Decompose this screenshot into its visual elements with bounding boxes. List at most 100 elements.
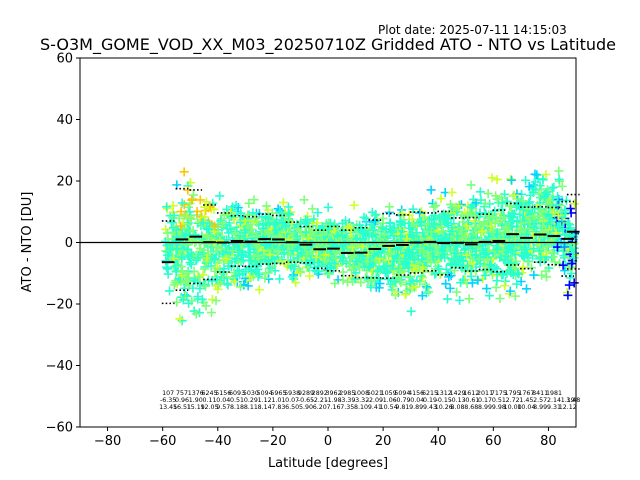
data-point xyxy=(476,195,486,205)
data-point xyxy=(380,267,390,277)
data-point xyxy=(215,191,225,201)
bin-mean-label: 0.29 xyxy=(244,397,258,404)
data-point xyxy=(273,247,283,257)
data-point xyxy=(411,282,421,292)
data-point xyxy=(307,204,317,214)
data-point xyxy=(337,257,347,267)
bin-sd-label: 6.50 xyxy=(285,404,299,411)
data-point xyxy=(452,287,462,297)
data-point xyxy=(486,221,496,231)
data-point xyxy=(554,174,564,184)
data-point xyxy=(530,169,540,179)
data-point xyxy=(444,272,454,282)
data-point xyxy=(304,223,314,233)
data-point xyxy=(445,283,455,293)
y-tick-label: 0 xyxy=(65,236,73,251)
data-point xyxy=(434,213,444,223)
data-point xyxy=(379,262,389,272)
data-point xyxy=(264,229,274,239)
data-point xyxy=(323,202,333,212)
data-point xyxy=(225,247,235,257)
data-point xyxy=(395,265,405,275)
data-point xyxy=(334,237,344,247)
data-point xyxy=(245,255,255,265)
data-point xyxy=(162,228,172,238)
bin-mean-label: 1.12 xyxy=(258,397,272,404)
y-tick-label: 40 xyxy=(56,113,73,128)
bin-sd-label: 12.05 xyxy=(200,404,218,411)
data-point xyxy=(198,218,208,228)
data-point xyxy=(415,218,425,227)
data-point xyxy=(201,281,211,291)
data-point xyxy=(530,211,540,221)
data-point xyxy=(278,197,288,207)
data-point xyxy=(384,202,394,212)
data-point xyxy=(518,196,528,206)
data-point xyxy=(492,276,502,286)
data-point xyxy=(284,209,294,219)
data-point xyxy=(270,266,280,276)
x-tick-label: 20 xyxy=(375,434,392,449)
bin-mean-label: -0.13 xyxy=(449,397,465,404)
data-point xyxy=(216,216,226,226)
data-point xyxy=(530,231,540,241)
data-point xyxy=(457,225,467,235)
y-tick-label: −20 xyxy=(46,298,73,313)
bin-count-label: 1312 xyxy=(436,390,452,397)
data-point xyxy=(281,259,291,269)
data-point xyxy=(497,192,507,202)
bin-mean-label: -2.21 xyxy=(312,397,328,404)
data-point xyxy=(177,266,187,276)
scatter-points xyxy=(160,166,579,326)
bin-sd-label: 15.19 xyxy=(187,404,205,411)
data-point xyxy=(395,255,405,265)
data-point xyxy=(177,316,187,326)
data-point xyxy=(341,239,351,249)
data-point xyxy=(529,270,539,280)
bin-count-label: 2892 xyxy=(312,390,328,397)
data-point xyxy=(219,264,229,274)
data-point xyxy=(415,208,425,218)
data-point xyxy=(538,221,548,231)
data-point xyxy=(285,227,295,237)
data-point xyxy=(466,202,476,212)
data-point xyxy=(338,275,348,285)
data-point xyxy=(311,252,321,262)
data-point xyxy=(389,239,399,249)
data-point xyxy=(240,274,250,284)
y-tick-label: −40 xyxy=(46,359,73,374)
data-point xyxy=(166,217,176,227)
data-point xyxy=(243,281,253,291)
data-point xyxy=(230,277,240,287)
data-point xyxy=(207,275,217,285)
data-point xyxy=(537,270,547,280)
data-point xyxy=(569,199,579,209)
data-point xyxy=(441,264,451,274)
data-point xyxy=(466,271,476,281)
data-point xyxy=(245,271,255,281)
data-point xyxy=(179,200,189,210)
data-point xyxy=(434,264,444,274)
bin-count-label: 1795 xyxy=(505,390,521,397)
data-point xyxy=(567,259,577,269)
bin-sd-label: 8.14 xyxy=(258,404,272,411)
data-point xyxy=(409,255,419,265)
data-point xyxy=(191,309,201,319)
bin-count-label: 5094 xyxy=(394,390,410,397)
data-point xyxy=(491,282,501,292)
data-point xyxy=(442,294,452,304)
data-point xyxy=(163,250,173,260)
data-point xyxy=(311,226,321,236)
bin-mean-label: 0.11 xyxy=(202,397,216,404)
bin-count-label: 6093 xyxy=(229,390,245,397)
data-point xyxy=(179,211,189,221)
data-point xyxy=(230,254,240,264)
bin-count-label: 757 xyxy=(176,390,188,397)
data-point xyxy=(452,231,462,241)
data-point xyxy=(230,229,240,239)
data-point xyxy=(463,261,473,271)
data-point xyxy=(461,232,471,242)
data-point xyxy=(499,213,509,223)
data-point xyxy=(363,249,373,259)
data-point xyxy=(507,175,517,185)
